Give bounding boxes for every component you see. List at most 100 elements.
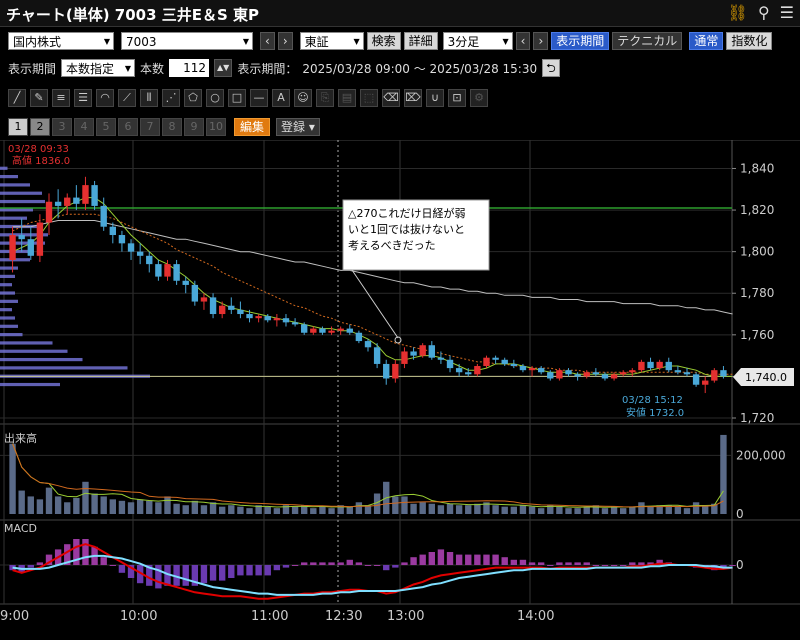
pentagon-icon[interactable]: ⬠ [184, 89, 202, 107]
candle-body [310, 328, 317, 333]
volume-profile-bar [0, 324, 18, 328]
volume-bar [720, 434, 727, 514]
macd-histogram-bar [255, 565, 262, 576]
macd-histogram-bar [446, 552, 454, 565]
volume-bar [428, 503, 435, 514]
macd-histogram-bar [45, 554, 53, 565]
layout-tab-6[interactable]: 6 [118, 118, 138, 136]
volume-profile-bar [0, 191, 42, 195]
volume-bar [373, 493, 381, 514]
note-box[interactable]: △270これだけ日経が弱 いと1回では抜けないと 考えるべきだった [342, 199, 490, 271]
volume-profile-bar [0, 249, 33, 254]
volume-bar [136, 499, 144, 514]
text-icon[interactable]: A [272, 89, 290, 107]
hline-icon[interactable]: — [250, 89, 268, 107]
vline-multi-icon[interactable]: ⦀ [140, 89, 158, 107]
candle-body [337, 328, 344, 331]
layout-tab-3[interactable]: 3 [52, 118, 72, 136]
code-select[interactable]: 7003 [121, 32, 253, 51]
macd-histogram-bar [355, 562, 363, 565]
copy-icon[interactable]: ⎘ [316, 89, 334, 107]
fibonacci-icon[interactable]: ☰ [74, 89, 92, 107]
volume-bar [410, 503, 417, 514]
last-price-bg [733, 368, 794, 386]
candle-body [638, 361, 645, 371]
next-interval-button[interactable]: › [533, 32, 549, 50]
volume-bar [310, 508, 317, 514]
count-stepper[interactable]: ▲▼ [214, 59, 233, 77]
search-button[interactable]: 検索 [366, 32, 401, 50]
stamp-icon[interactable]: ☺ [294, 89, 312, 107]
volume-bar [155, 502, 162, 514]
volume-profile-bar [0, 299, 18, 303]
select-icon[interactable]: ⬚ [360, 89, 378, 107]
detail-button[interactable]: 詳細 [403, 32, 438, 50]
eraser-icon[interactable]: ⌫ [382, 89, 400, 107]
macd-histogram-bar [109, 565, 116, 566]
next-code-button[interactable]: › [277, 32, 293, 50]
layout-tab-5[interactable]: 5 [96, 118, 116, 136]
candles [9, 176, 727, 394]
menu-icon[interactable]: ☰ [779, 3, 794, 22]
eraser-all-icon[interactable]: ⌦ [404, 89, 422, 107]
fan-icon[interactable]: ⟋ [118, 89, 136, 107]
layout-tab-2[interactable]: 2 [30, 118, 50, 136]
register-button[interactable]: 登録 ▾ [276, 118, 320, 136]
macd-histogram-bar [146, 565, 153, 586]
macd-histogram-bar [82, 539, 89, 565]
candle-body [674, 370, 682, 373]
chart-area[interactable]: 9:00 10:00 11:00 12:30 13:00 14:00 1,840 1,820 1… [0, 140, 800, 640]
period-label: 表示期間 [8, 61, 57, 76]
candle-body [392, 363, 399, 379]
gann-icon[interactable]: ⋰ [162, 89, 180, 107]
y-tick-label: 1,840 [740, 161, 774, 175]
layout-tab-4[interactable]: 4 [74, 118, 94, 136]
edit-button[interactable]: 編集 [234, 118, 271, 136]
prev-interval-button[interactable]: ‹ [515, 32, 531, 50]
macd-histogram-bar [419, 554, 426, 565]
macd-histogram-bar [410, 557, 417, 565]
volume-bar [273, 508, 281, 514]
candle-body [519, 366, 527, 371]
volume-profile-bar [0, 208, 33, 212]
reset-icon[interactable]: ⮌ [542, 59, 560, 77]
layout-tab-9[interactable]: 9 [184, 118, 204, 136]
note-pointer [351, 269, 399, 339]
search-icon[interactable]: ⚲ [757, 3, 770, 22]
paste-icon[interactable]: ▤ [338, 89, 356, 107]
trendline-icon[interactable]: ╱ [8, 89, 26, 107]
rectangle-icon[interactable]: □ [228, 89, 246, 107]
macd-histogram-bar [218, 565, 226, 581]
technical-button[interactable]: テクニカル [612, 32, 683, 50]
exchange-select[interactable]: 東証 [299, 32, 364, 51]
interval-select[interactable]: 3分足 [442, 32, 513, 51]
arc-icon[interactable]: ◠ [96, 89, 114, 107]
lock-icon[interactable]: ⊡ [448, 89, 466, 107]
candle-body [173, 264, 180, 281]
index-button[interactable]: 指数化 [726, 32, 773, 50]
normal-button[interactable]: 通常 [689, 32, 724, 50]
settings-icon[interactable]: ⚙ [470, 89, 488, 107]
volume-bar [54, 496, 62, 514]
prev-code-button[interactable]: ‹ [260, 32, 275, 50]
circle-icon[interactable]: ○ [206, 89, 224, 107]
layout-tab-7[interactable]: 7 [140, 118, 160, 136]
market-select[interactable]: 国内株式 [8, 32, 114, 51]
layout-tab-8[interactable]: 8 [162, 118, 182, 136]
candle-body [629, 370, 636, 373]
link-icon[interactable]: ⛓ [727, 3, 748, 22]
layout-tab-1[interactable]: 1 [8, 118, 28, 136]
hline-multi-icon[interactable]: ≡ [52, 89, 70, 107]
candle-body [118, 235, 126, 244]
period-mode-select[interactable]: 本数指定 [61, 59, 136, 78]
period-button[interactable]: 表示期間 [551, 32, 610, 50]
magnet-icon[interactable]: ∪ [426, 89, 444, 107]
low-time-label: 03/28 15:12 [622, 395, 683, 406]
macd-histogram-bar [465, 554, 472, 565]
count-input[interactable]: 112 [169, 59, 210, 77]
pen-icon[interactable]: ✎ [30, 89, 48, 107]
candle-body [610, 374, 618, 379]
layout-tab-10[interactable]: 10 [206, 118, 226, 136]
macd-histogram-bar [437, 549, 445, 565]
macd-histogram-bar [474, 554, 481, 565]
